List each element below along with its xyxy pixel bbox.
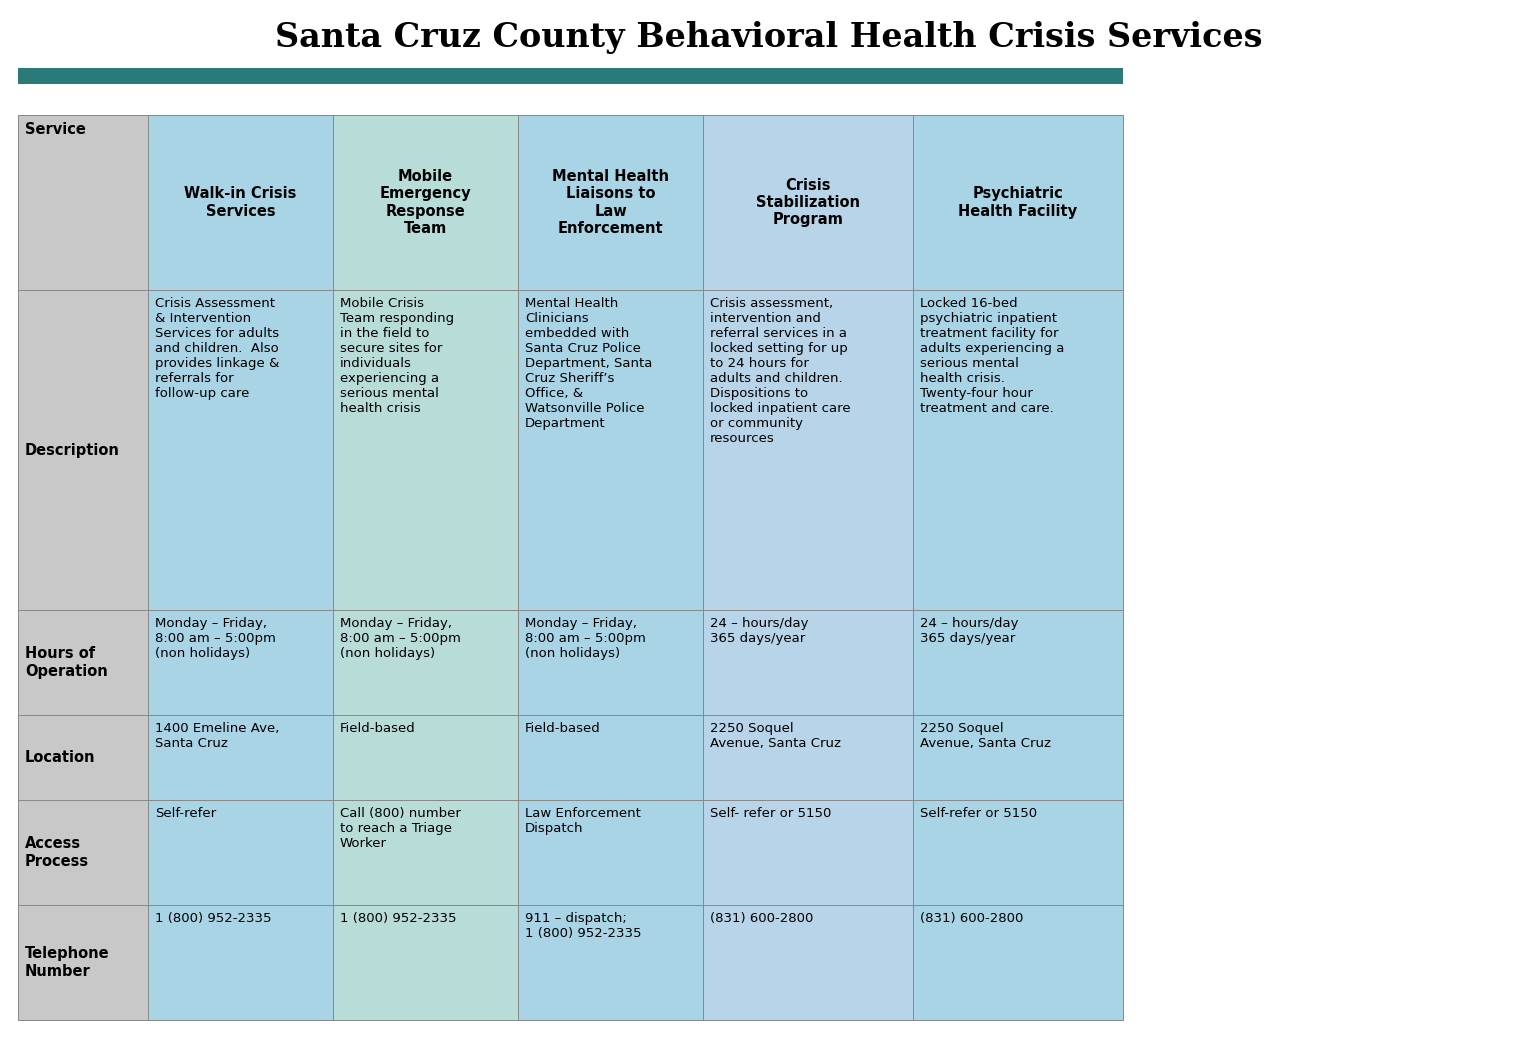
Bar — [148, 716, 334, 800]
Text: Field-based: Field-based — [340, 722, 415, 735]
Bar — [18, 68, 1123, 84]
Text: (831) 600-2800: (831) 600-2800 — [711, 912, 814, 925]
Text: Monday – Friday,
8:00 am – 5:00pm
(non holidays): Monday – Friday, 8:00 am – 5:00pm (non h… — [340, 617, 461, 660]
Bar — [518, 905, 703, 1020]
Bar — [703, 800, 914, 905]
Text: Mobile Crisis
Team responding
in the field to
secure sites for
individuals
exper: Mobile Crisis Team responding in the fie… — [340, 297, 454, 416]
Text: Monday – Friday,
8:00 am – 5:00pm
(non holidays): Monday – Friday, 8:00 am – 5:00pm (non h… — [524, 617, 646, 660]
Text: Mobile
Emergency
Response
Team: Mobile Emergency Response Team — [380, 169, 471, 236]
Bar — [703, 290, 914, 610]
Bar — [703, 610, 914, 716]
Text: Psychiatric
Health Facility: Psychiatric Health Facility — [958, 187, 1078, 218]
Bar — [914, 905, 1123, 1020]
Text: Description: Description — [25, 442, 120, 458]
Text: Mental Health
Clinicians
embedded with
Santa Cruz Police
Department, Santa
Cruz : Mental Health Clinicians embedded with S… — [524, 297, 652, 430]
Bar — [334, 905, 518, 1020]
Bar — [518, 114, 703, 290]
Bar — [334, 800, 518, 905]
Bar — [914, 290, 1123, 610]
Bar — [334, 290, 518, 610]
Bar — [518, 610, 703, 716]
Text: Hours of
Operation: Hours of Operation — [25, 647, 108, 678]
Bar — [18, 290, 148, 610]
Bar — [914, 716, 1123, 800]
Text: Monday – Friday,
8:00 am – 5:00pm
(non holidays): Monday – Friday, 8:00 am – 5:00pm (non h… — [155, 617, 275, 660]
Text: Telephone
Number: Telephone Number — [25, 947, 109, 978]
Bar — [18, 114, 148, 290]
Bar — [18, 610, 148, 716]
Text: 2250 Soquel
Avenue, Santa Cruz: 2250 Soquel Avenue, Santa Cruz — [920, 722, 1050, 750]
Text: Access
Process: Access Process — [25, 836, 89, 869]
Text: Locked 16-bed
psychiatric inpatient
treatment facility for
adults experiencing a: Locked 16-bed psychiatric inpatient trea… — [920, 297, 1064, 416]
Text: 1 (800) 952-2335: 1 (800) 952-2335 — [340, 912, 457, 925]
Text: Crisis assessment,
intervention and
referral services in a
locked setting for up: Crisis assessment, intervention and refe… — [711, 297, 851, 445]
Bar — [914, 610, 1123, 716]
Bar — [914, 800, 1123, 905]
Bar — [334, 716, 518, 800]
Bar — [18, 716, 148, 800]
Bar — [703, 114, 914, 290]
Text: Service: Service — [25, 122, 86, 137]
Bar — [703, 716, 914, 800]
Text: 24 – hours/day
365 days/year: 24 – hours/day 365 days/year — [711, 617, 809, 644]
Text: Self-refer: Self-refer — [155, 807, 217, 820]
Bar — [518, 800, 703, 905]
Bar — [334, 610, 518, 716]
Text: Mental Health
Liaisons to
Law
Enforcement: Mental Health Liaisons to Law Enforcemen… — [552, 169, 669, 236]
Bar — [334, 114, 518, 290]
Text: Location: Location — [25, 750, 95, 765]
Text: Field-based: Field-based — [524, 722, 601, 735]
Text: Santa Cruz County Behavioral Health Crisis Services: Santa Cruz County Behavioral Health Cris… — [275, 21, 1263, 54]
Bar — [518, 290, 703, 610]
Text: (831) 600-2800: (831) 600-2800 — [920, 912, 1023, 925]
Text: 1 (800) 952-2335: 1 (800) 952-2335 — [155, 912, 272, 925]
Bar — [518, 716, 703, 800]
Text: Self-refer or 5150: Self-refer or 5150 — [920, 807, 1037, 820]
Text: 24 – hours/day
365 days/year: 24 – hours/day 365 days/year — [920, 617, 1018, 644]
Text: Call (800) number
to reach a Triage
Worker: Call (800) number to reach a Triage Work… — [340, 807, 461, 850]
Bar — [148, 800, 334, 905]
Text: Self- refer or 5150: Self- refer or 5150 — [711, 807, 832, 820]
Bar — [18, 800, 148, 905]
Bar — [148, 290, 334, 610]
Text: Walk-in Crisis
Services: Walk-in Crisis Services — [185, 187, 297, 218]
Bar — [148, 610, 334, 716]
Bar — [148, 905, 334, 1020]
Bar — [703, 905, 914, 1020]
Bar — [914, 114, 1123, 290]
Bar — [148, 114, 334, 290]
Text: Crisis
Stabilization
Program: Crisis Stabilization Program — [757, 178, 860, 228]
Text: Crisis Assessment
& Intervention
Services for adults
and children.  Also
provide: Crisis Assessment & Intervention Service… — [155, 297, 280, 400]
Text: 1400 Emeline Ave,
Santa Cruz: 1400 Emeline Ave, Santa Cruz — [155, 722, 280, 750]
Text: 2250 Soquel
Avenue, Santa Cruz: 2250 Soquel Avenue, Santa Cruz — [711, 722, 841, 750]
Text: Law Enforcement
Dispatch: Law Enforcement Dispatch — [524, 807, 641, 835]
Text: 911 – dispatch;
1 (800) 952-2335: 911 – dispatch; 1 (800) 952-2335 — [524, 912, 641, 940]
Bar — [18, 905, 148, 1020]
